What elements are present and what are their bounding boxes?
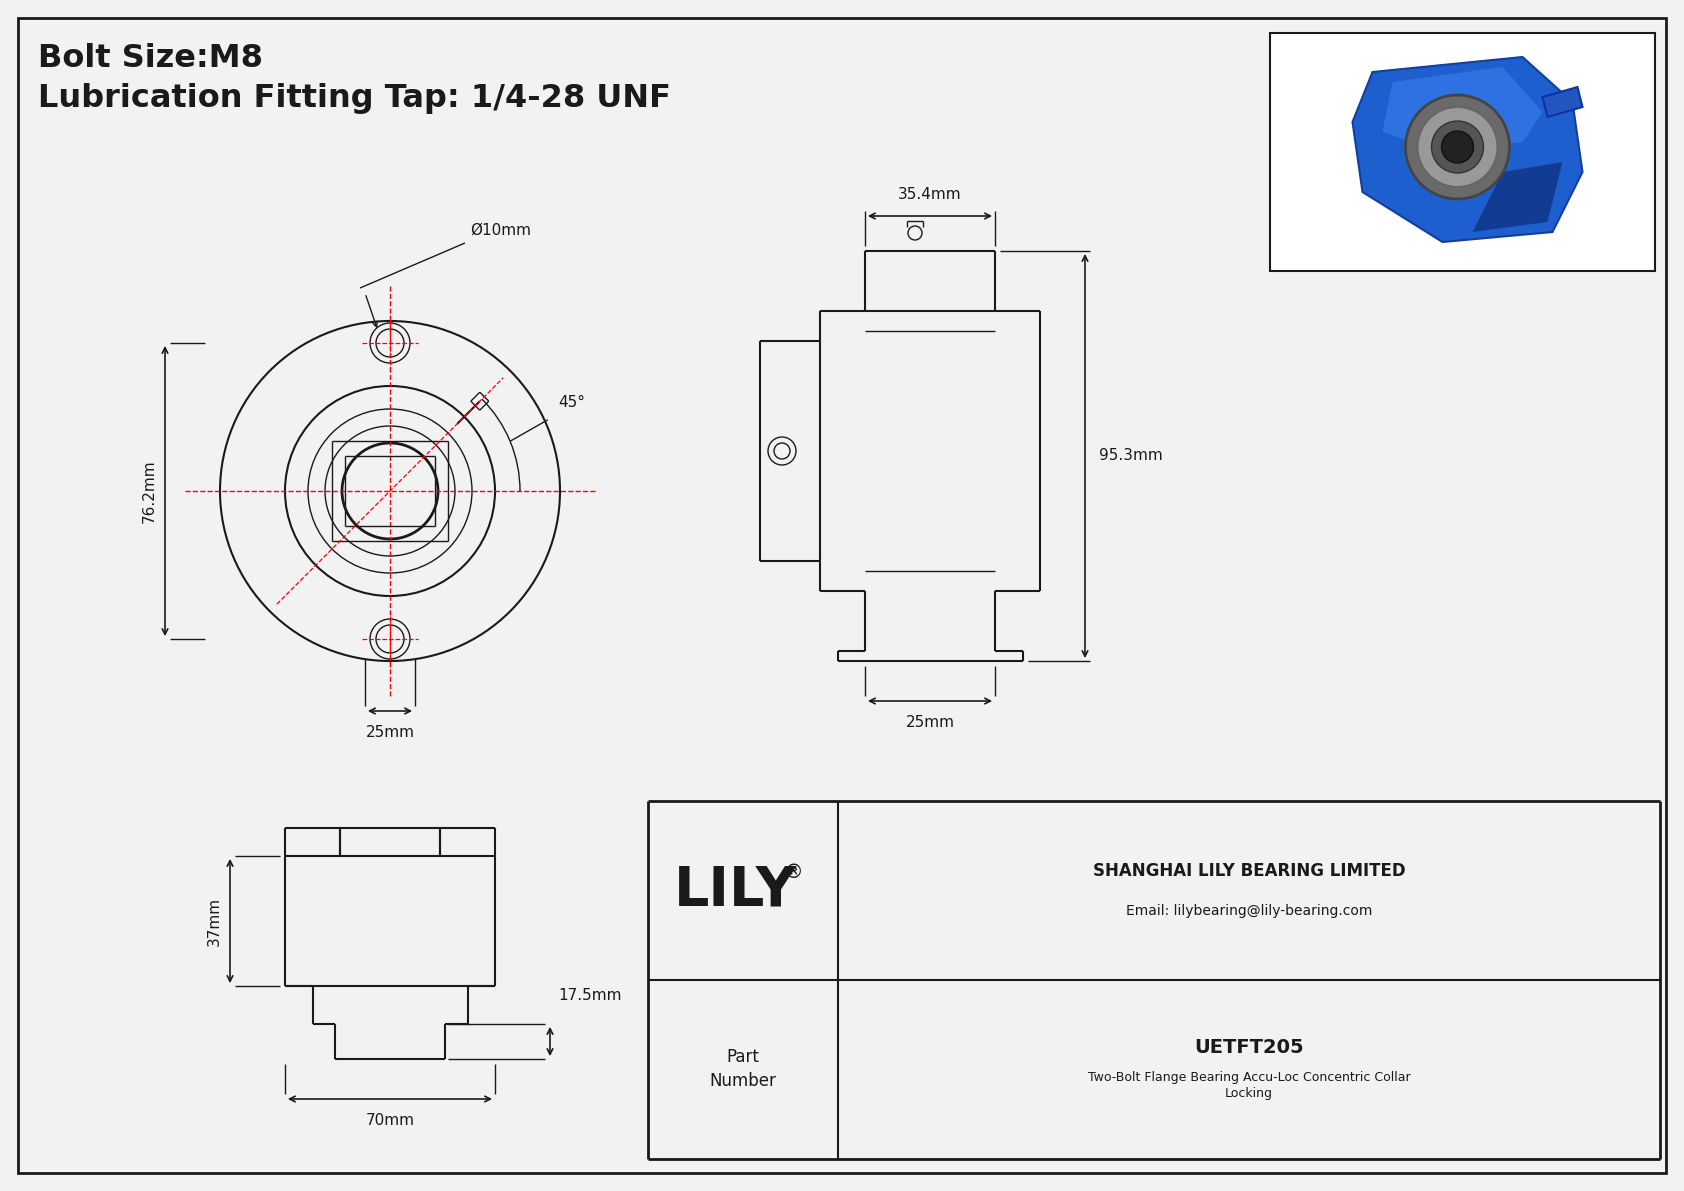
Circle shape — [1406, 95, 1509, 199]
Text: Number: Number — [709, 1073, 776, 1091]
Circle shape — [1431, 121, 1484, 173]
Polygon shape — [1543, 87, 1583, 117]
Text: 25mm: 25mm — [365, 725, 414, 740]
Text: SHANGHAI LILY BEARING LIMITED: SHANGHAI LILY BEARING LIMITED — [1093, 861, 1406, 879]
Text: 95.3mm: 95.3mm — [1100, 449, 1162, 463]
Text: 35.4mm: 35.4mm — [898, 187, 962, 202]
Text: Part: Part — [726, 1048, 759, 1066]
Text: Ø10mm: Ø10mm — [470, 223, 530, 238]
Text: ®: ® — [783, 863, 803, 883]
Text: Lubrication Fitting Tap: 1/4-28 UNF: Lubrication Fitting Tap: 1/4-28 UNF — [39, 83, 670, 114]
Polygon shape — [1383, 67, 1543, 152]
Text: 37mm: 37mm — [207, 897, 222, 946]
Text: UETFT205: UETFT205 — [1194, 1039, 1303, 1056]
Text: 76.2mm: 76.2mm — [141, 460, 157, 523]
Text: 25mm: 25mm — [906, 715, 955, 730]
Circle shape — [1442, 131, 1474, 163]
Bar — [1270, 33, 1655, 272]
Circle shape — [908, 226, 923, 241]
Text: Email: lilybearing@lily-bearing.com: Email: lilybearing@lily-bearing.com — [1127, 904, 1372, 917]
Text: LILY: LILY — [674, 863, 797, 917]
Text: 45°: 45° — [557, 394, 584, 410]
Text: Locking: Locking — [1224, 1087, 1273, 1100]
Circle shape — [1418, 107, 1497, 187]
Polygon shape — [1472, 162, 1563, 232]
Text: 70mm: 70mm — [365, 1114, 414, 1128]
Text: Two-Bolt Flange Bearing Accu-Loc Concentric Collar: Two-Bolt Flange Bearing Accu-Loc Concent… — [1088, 1071, 1410, 1084]
Text: 17.5mm: 17.5mm — [557, 989, 621, 1004]
Polygon shape — [1352, 57, 1583, 242]
Text: Bolt Size:M8: Bolt Size:M8 — [39, 43, 263, 74]
